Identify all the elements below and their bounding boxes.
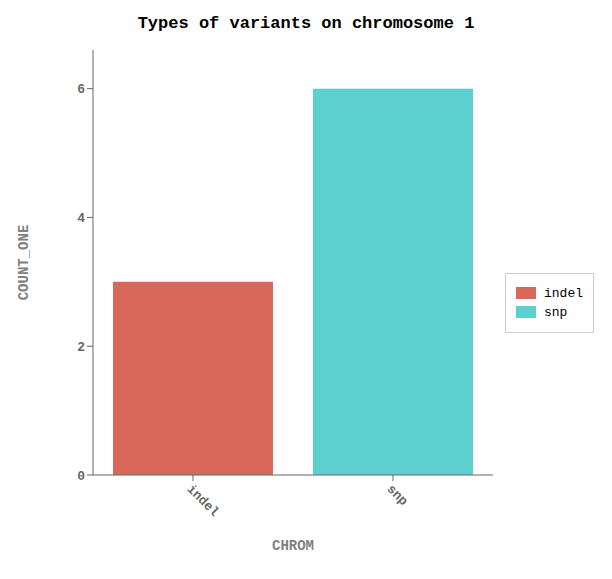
svg-text:0: 0 bbox=[77, 469, 85, 484]
svg-text:CHROM: CHROM bbox=[272, 538, 314, 554]
html-text:snp: snp bbox=[544, 304, 568, 320]
svg-text:4: 4 bbox=[77, 211, 85, 226]
html-text:indel: indel bbox=[544, 285, 583, 301]
svg-text:indel: indel bbox=[184, 482, 222, 520]
svg-text:6: 6 bbox=[77, 82, 85, 97]
svg-text:2: 2 bbox=[77, 340, 85, 355]
svg-text:snp: snp bbox=[384, 482, 411, 509]
html-text:Types of variants on chromosom: Types of variants on chromosome 1 bbox=[137, 14, 475, 33]
svg-text:COUNT_ONE: COUNT_ONE bbox=[16, 225, 32, 301]
